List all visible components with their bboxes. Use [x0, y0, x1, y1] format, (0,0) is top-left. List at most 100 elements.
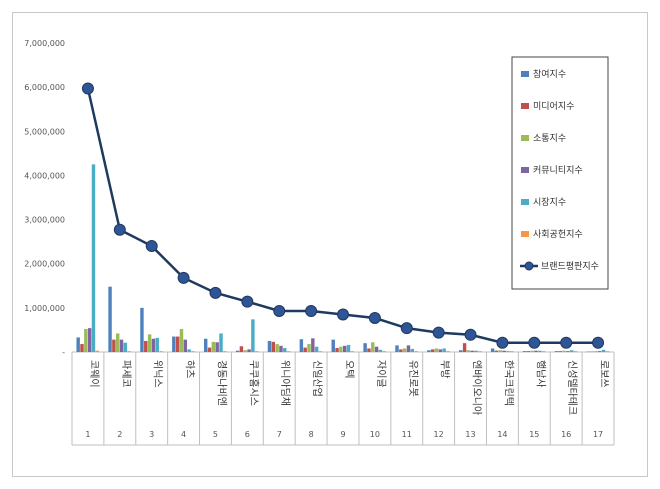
line-point [241, 295, 254, 308]
line-point [368, 312, 381, 325]
category-label: 위니아딤채 [279, 360, 292, 406]
bar-사회공헌지수 [414, 351, 418, 352]
bar-참여지수 [459, 350, 463, 352]
line-point [305, 304, 318, 317]
bar-시장지수 [378, 349, 383, 352]
bar-소통지수 [211, 341, 216, 352]
rank-label: 15 [529, 430, 539, 439]
line-point [145, 240, 158, 253]
bar-미디어지수 [590, 351, 594, 353]
bar-시장지수 [442, 348, 446, 352]
bar-커뮤니티지수 [598, 351, 602, 352]
bar-커뮤니티지수 [438, 349, 443, 352]
bar-커뮤니티지수 [311, 338, 315, 352]
bar-사회공헌지수 [159, 351, 163, 352]
y-tick-label: 5,000,000 [24, 127, 65, 136]
y-tick-label: 7,000,000 [24, 39, 65, 48]
line-point [432, 326, 445, 339]
category-label: 경동나비엔 [215, 360, 228, 406]
bar-미디어지수 [144, 340, 148, 352]
bar-사회공헌지수 [191, 351, 195, 352]
rank-label: 10 [370, 430, 380, 439]
category-label: 행남사 [534, 360, 546, 388]
line-point [528, 336, 541, 349]
category-label: 파세코 [120, 360, 132, 388]
bar-시장지수 [538, 350, 542, 352]
bar-시장지수 [601, 349, 606, 352]
bar-소통지수 [498, 350, 503, 352]
line-point [592, 336, 605, 349]
bar-소통지수 [434, 348, 439, 352]
legend-label: 미디어지수 [533, 101, 574, 112]
legend-label: 커뮤니티지수 [533, 165, 583, 176]
rank-label: 12 [434, 430, 444, 439]
bar-사회공헌지수 [318, 351, 323, 352]
bar-미디어지수 [271, 341, 276, 352]
bar-시장지수 [506, 351, 510, 352]
category-label: 엔바이오니아 [471, 360, 483, 415]
bar-미디어지수 [462, 343, 467, 352]
bar-참여지수 [522, 351, 527, 352]
bar-소통지수 [147, 334, 152, 352]
bar-시장지수 [410, 348, 415, 352]
bar-사회공헌지수 [446, 351, 450, 352]
legend-label: 시장지수 [533, 197, 566, 208]
legend-swatch [521, 135, 529, 141]
bar-소통지수 [275, 344, 279, 352]
rank-label: 6 [245, 430, 250, 439]
bar-미디어지수 [430, 349, 435, 352]
bar-소통지수 [530, 350, 534, 352]
bar-사회공헌지수 [605, 351, 610, 352]
line-point [273, 304, 286, 317]
legend-label: 사회공헌지수 [533, 229, 583, 240]
category-label: 유진로봇 [407, 360, 419, 397]
category-label: 쿠쿠홈시스 [247, 360, 260, 406]
bar-소통지수 [402, 348, 407, 352]
bar-커뮤니티지수 [502, 350, 506, 352]
rank-label: 9 [340, 430, 345, 439]
bar-참여지수 [554, 351, 559, 352]
line-point [81, 82, 94, 95]
bar-시장지수 [155, 337, 159, 352]
rank-label: 8 [309, 430, 314, 439]
bar-사회공헌지수 [510, 351, 514, 352]
bar-미디어지수 [526, 351, 531, 352]
bar-미디어지수 [399, 349, 403, 352]
bar-커뮤니티지수 [534, 350, 538, 352]
bar-참여지수 [140, 307, 144, 352]
bar-사회공헌지수 [127, 351, 131, 352]
bar-커뮤니티지수 [343, 345, 347, 352]
bar-소통지수 [466, 350, 471, 352]
line-point [337, 308, 349, 321]
rank-label: 1 [85, 430, 90, 439]
y-tick-label: 2,000,000 [24, 260, 65, 269]
y-tick-label: 4,000,000 [24, 171, 65, 180]
category-label: 자이글 [375, 360, 387, 388]
bar-사회공헌지수 [223, 351, 227, 352]
bar-커뮤니티지수 [119, 339, 124, 352]
line-point [113, 223, 126, 236]
bar-미디어지수 [207, 347, 212, 352]
y-tick-label: 1,000,000 [24, 304, 65, 313]
rank-label: 5 [213, 430, 218, 439]
bar-사회공헌지수 [350, 351, 355, 352]
bar-소통지수 [594, 351, 598, 352]
bar-참여지수 [172, 336, 176, 352]
legend-swatch [521, 199, 529, 205]
bar-커뮤니티지수 [183, 339, 188, 352]
bar-소통지수 [371, 342, 375, 352]
bar-미디어지수 [112, 339, 116, 352]
category-label: 한국크린텍 [502, 360, 514, 406]
rank-label: 13 [465, 430, 475, 439]
legend-swatch [521, 167, 529, 173]
category-label: 하츠 [184, 360, 197, 378]
rank-label: 11 [402, 430, 412, 439]
bar-커뮤니티지수 [151, 338, 156, 352]
legend-swatch [521, 71, 529, 77]
y-tick-label: - [62, 348, 65, 357]
bar-사회공헌지수 [573, 351, 578, 352]
bar-커뮤니티지수 [279, 345, 283, 352]
bar-소통지수 [115, 333, 120, 352]
line-point [177, 271, 190, 284]
